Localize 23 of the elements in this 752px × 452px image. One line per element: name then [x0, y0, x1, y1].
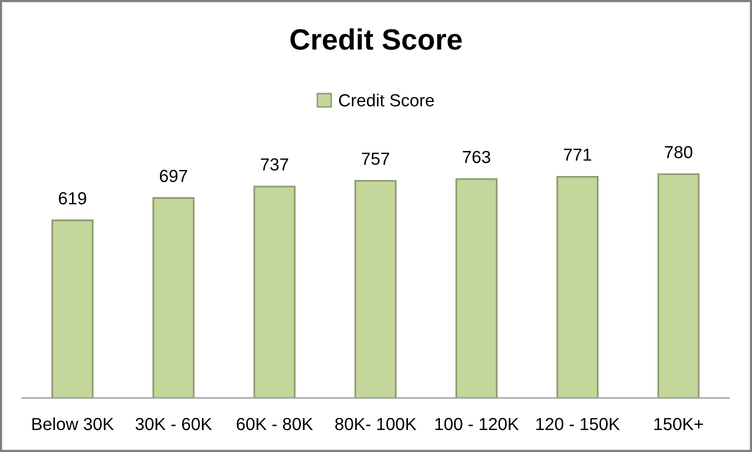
bar — [51, 220, 94, 398]
data-label: 697 — [160, 170, 188, 182]
data-label: 780 — [664, 146, 692, 158]
bar — [556, 176, 599, 398]
data-label: 763 — [462, 150, 490, 164]
bar — [253, 186, 296, 398]
bar — [354, 180, 397, 398]
data-label: 737 — [260, 158, 288, 171]
data-label: 619 — [58, 192, 86, 204]
x-tick-label: 120 - 150K — [536, 418, 620, 430]
x-tick-label: Below 30K — [32, 417, 114, 430]
legend-label: Credit Score — [339, 94, 434, 106]
data-label: 757 — [362, 152, 390, 165]
x-tick-label: 30K - 60K — [136, 418, 212, 430]
x-tick-label: 150K+ — [654, 418, 703, 430]
data-label: 771 — [564, 148, 592, 161]
bar — [152, 197, 195, 398]
chart-title: Credit Score — [290, 28, 462, 50]
bar — [455, 178, 498, 398]
x-tick-label: 60K - 80K — [236, 418, 313, 430]
x-tick-label: 80K- 100K — [335, 418, 416, 430]
bar — [657, 173, 700, 398]
x-tick-label: 100 - 120K — [435, 418, 519, 430]
